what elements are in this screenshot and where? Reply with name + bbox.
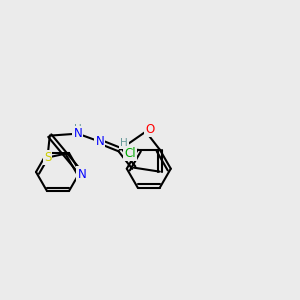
Text: S: S [44,151,51,164]
Text: H: H [120,138,128,148]
Text: N: N [74,127,82,140]
Text: Cl: Cl [124,147,136,160]
Text: N: N [78,167,86,181]
Text: H: H [74,124,82,134]
Text: N: N [95,135,104,148]
Text: O: O [145,123,154,136]
